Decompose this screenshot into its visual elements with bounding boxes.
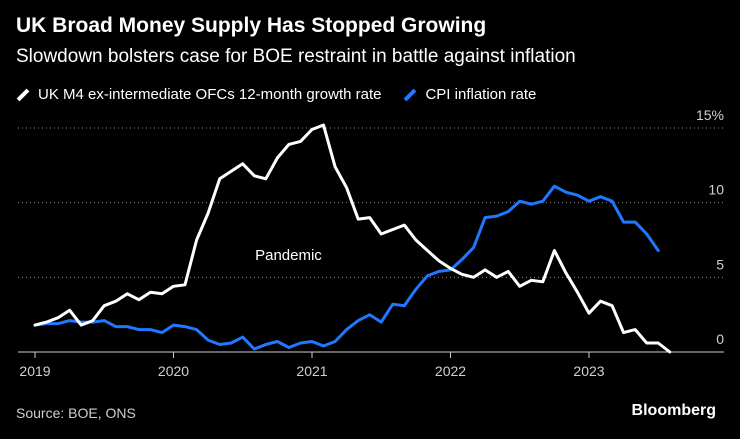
legend-item-cpi: CPI inflation rate xyxy=(403,86,536,103)
y-tick-label: 15% xyxy=(696,107,724,123)
chart-title: UK Broad Money Supply Has Stopped Growin… xyxy=(16,14,487,37)
series-line-cpi xyxy=(33,184,660,351)
y-tick-label: 10 xyxy=(708,182,724,198)
x-tick-label: 2022 xyxy=(435,363,466,379)
legend-item-m4: UK M4 ex-intermediate OFCs 12-month grow… xyxy=(16,86,381,103)
x-tick-label: 2020 xyxy=(158,363,189,379)
x-tick-label: 2021 xyxy=(296,363,327,379)
legend-label-cpi: CPI inflation rate xyxy=(425,86,537,103)
y-tick-label: 5 xyxy=(716,256,724,272)
legend-label-m4: UK M4 ex-intermediate OFCs 12-month grow… xyxy=(38,86,382,103)
legend: UK M4 ex-intermediate OFCs 12-month grow… xyxy=(16,86,558,103)
brand-logo: Bloomberg xyxy=(631,402,716,419)
x-tick-label: 2019 xyxy=(19,363,50,379)
chart-subtitle: Slowdown bolsters case for BOE restraint… xyxy=(16,46,576,67)
series-line-m4 xyxy=(33,123,672,354)
x-tick-label: 2023 xyxy=(573,363,604,379)
source-note: Source: BOE, ONS xyxy=(16,405,136,421)
annotation-pandemic: Pandemic xyxy=(255,247,322,264)
y-tick-label: 0 xyxy=(716,331,724,347)
